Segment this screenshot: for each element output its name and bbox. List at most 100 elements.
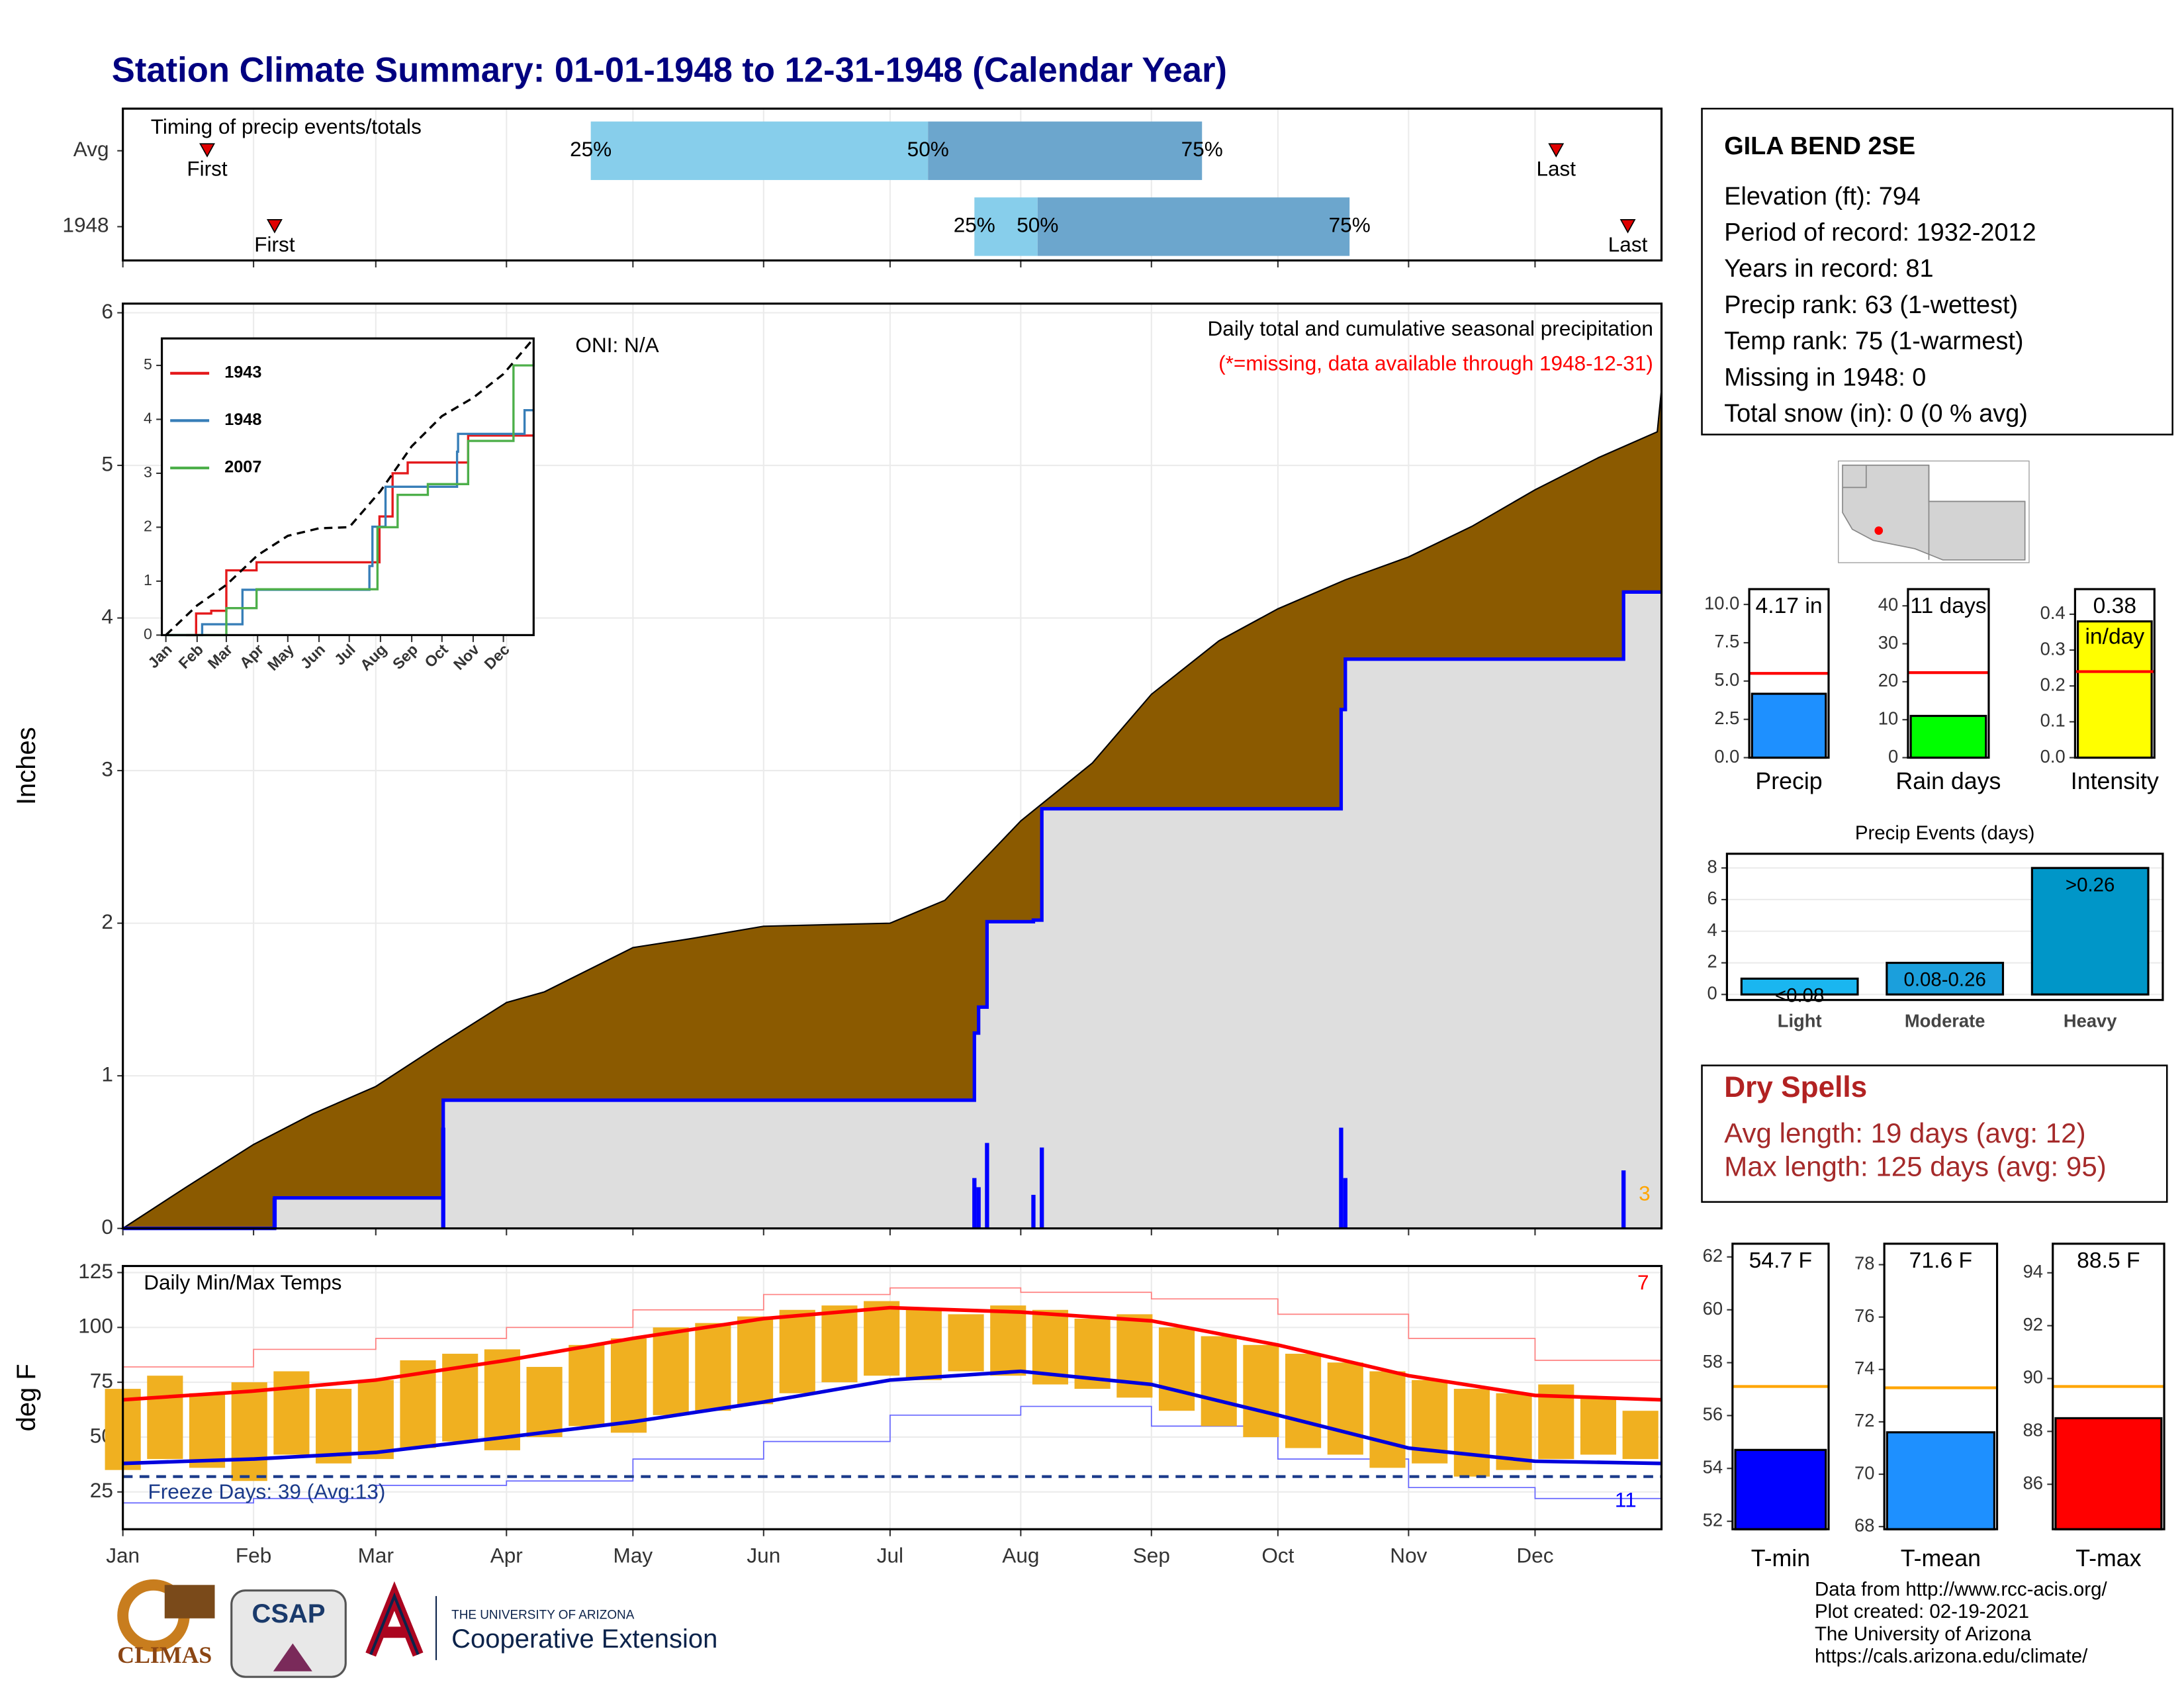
plot-frame bbox=[1883, 1243, 1999, 1530]
value-label: 54.7 F bbox=[1749, 1248, 1812, 1273]
temp-range-bar bbox=[1243, 1344, 1279, 1437]
chart-label: Daily Min/Max Temps bbox=[144, 1270, 341, 1294]
plot-frame bbox=[1731, 1243, 1830, 1530]
value-label: 71.6 F bbox=[1909, 1248, 1972, 1273]
bar bbox=[1909, 714, 1987, 759]
year-fill bbox=[122, 592, 1662, 1229]
daily-precip-bar bbox=[985, 1143, 989, 1229]
y-tick-label: 2 bbox=[1707, 951, 1717, 972]
average-line bbox=[122, 1305, 1662, 1402]
unit-label: in/day bbox=[2085, 625, 2144, 649]
value-label: 11 days bbox=[1910, 594, 1986, 618]
y-tick-label: 6 bbox=[101, 299, 113, 323]
temp-range-bar bbox=[610, 1338, 647, 1433]
temp-range-bar bbox=[948, 1314, 984, 1372]
bar bbox=[2030, 867, 2150, 996]
dry-spell-line: Avg length: 19 days (avg: 12) bbox=[1724, 1117, 2085, 1149]
row-label: Avg bbox=[73, 137, 109, 161]
info-line: Temp rank: 75 (1-warmest) bbox=[1724, 328, 2023, 355]
x-tick-label: Mar bbox=[358, 1544, 394, 1568]
x-tick-label: Apr bbox=[490, 1544, 523, 1568]
station-name: GILA BEND 2SE bbox=[1724, 132, 1915, 160]
record-line bbox=[122, 1287, 1662, 1368]
record-low-count: 11 bbox=[1615, 1487, 1637, 1511]
y-tick-label: 0.1 bbox=[2040, 710, 2066, 731]
csap-text: CSAP bbox=[251, 1599, 325, 1628]
category-label: Light bbox=[1778, 1011, 1822, 1031]
temp-range-bar bbox=[147, 1376, 183, 1460]
station-dot bbox=[1874, 526, 1884, 535]
temp-range-bar bbox=[273, 1371, 310, 1455]
y-tick-label: 2 bbox=[144, 518, 152, 535]
y-tick-label: 58 bbox=[1703, 1351, 1723, 1372]
marker-label: Last bbox=[1536, 157, 1576, 181]
y-tick-label: 52 bbox=[1703, 1509, 1723, 1530]
timing-marker bbox=[1619, 219, 1636, 234]
ua-logo-outline bbox=[369, 1592, 420, 1656]
y-tick-label: 3 bbox=[144, 463, 152, 481]
temp-range-bar bbox=[569, 1344, 605, 1427]
temp-range-bar bbox=[1285, 1354, 1322, 1448]
bar-label: 0.08-0.26 bbox=[1903, 969, 1985, 991]
category-label: Rain days bbox=[1895, 768, 2001, 794]
temp-range-bar bbox=[316, 1389, 352, 1464]
bar bbox=[1740, 977, 1859, 996]
y-tick-label: 1 bbox=[144, 571, 152, 588]
y-tick-label: 4 bbox=[101, 604, 113, 628]
y-tick-label: 0.4 bbox=[2040, 602, 2066, 623]
category-label: Precip bbox=[1755, 768, 1822, 794]
y-tick-label: 3 bbox=[101, 757, 113, 780]
bar bbox=[1734, 1448, 1827, 1530]
x-tick-label: May bbox=[614, 1544, 653, 1568]
temp-range-bar bbox=[695, 1323, 731, 1411]
category-label: Moderate bbox=[1905, 1011, 1985, 1031]
record-line bbox=[122, 1405, 1662, 1504]
temp-range-bar bbox=[1369, 1371, 1406, 1468]
y-tick-label: 88 bbox=[2023, 1420, 2043, 1440]
y-tick-label: 2.5 bbox=[1714, 708, 1739, 728]
row-label: 1948 bbox=[62, 213, 109, 237]
bar bbox=[2054, 1417, 2163, 1530]
footer-line: Plot created: 02-19-2021 bbox=[1815, 1601, 2029, 1622]
y-tick-label: 7.5 bbox=[1714, 631, 1739, 651]
value-label: 0.38 bbox=[2093, 594, 2137, 618]
temp-range-bar bbox=[737, 1316, 774, 1405]
y-tick-label: 76 bbox=[1854, 1305, 1874, 1326]
page-title: Station Climate Summary: 01-01-1948 to 1… bbox=[112, 50, 1227, 89]
dry-spells-title: Dry Spells bbox=[1724, 1071, 1867, 1103]
x-tick-label: Jun bbox=[747, 1544, 780, 1568]
climas-logo-block bbox=[164, 1585, 215, 1618]
y-tick-label: 0.3 bbox=[2040, 638, 2066, 659]
bar-label: >0.26 bbox=[2066, 874, 2115, 896]
record-high-count: 7 bbox=[1637, 1270, 1649, 1294]
freeze-label: Freeze Days: 39 (Avg:13) bbox=[148, 1479, 386, 1503]
daily-precip-bar bbox=[972, 1178, 977, 1229]
timing-label: Timing of precip events/totals bbox=[151, 115, 422, 138]
temp-range-bar bbox=[1453, 1389, 1490, 1477]
temp-range-bar bbox=[905, 1309, 942, 1380]
daily-precip-bar bbox=[1040, 1147, 1044, 1229]
y-tick-label: 72 bbox=[1854, 1410, 1874, 1430]
timing-bar bbox=[928, 121, 1203, 180]
y-tick-label: 20 bbox=[1878, 670, 1898, 690]
y-tick-label: 70 bbox=[1854, 1462, 1874, 1483]
value-label: 88.5 F bbox=[2077, 1248, 2140, 1273]
daily-precip-bar bbox=[272, 1197, 277, 1229]
info-line: Precip rank: 63 (1-wettest) bbox=[1724, 291, 2018, 319]
legend-label: 2007 bbox=[224, 458, 261, 477]
y-tick-label: 92 bbox=[2023, 1314, 2043, 1335]
y-tick-label: 90 bbox=[2023, 1367, 2043, 1387]
y-axis-label: deg F bbox=[12, 1364, 41, 1431]
x-tick-label: Sep bbox=[1133, 1544, 1170, 1568]
category-label: Intensity bbox=[2071, 768, 2159, 794]
y-tick-label: 0.0 bbox=[1714, 746, 1739, 767]
marker-label: First bbox=[254, 232, 295, 256]
temp-range-bar bbox=[653, 1327, 689, 1415]
y-tick-label: 0 bbox=[101, 1215, 113, 1239]
chart-title: Daily total and cumulative seasonal prec… bbox=[1208, 316, 1653, 340]
temp-range-bar bbox=[1158, 1327, 1195, 1411]
y-tick-label: 8 bbox=[1707, 856, 1717, 876]
temp-range-bar bbox=[990, 1305, 1026, 1376]
